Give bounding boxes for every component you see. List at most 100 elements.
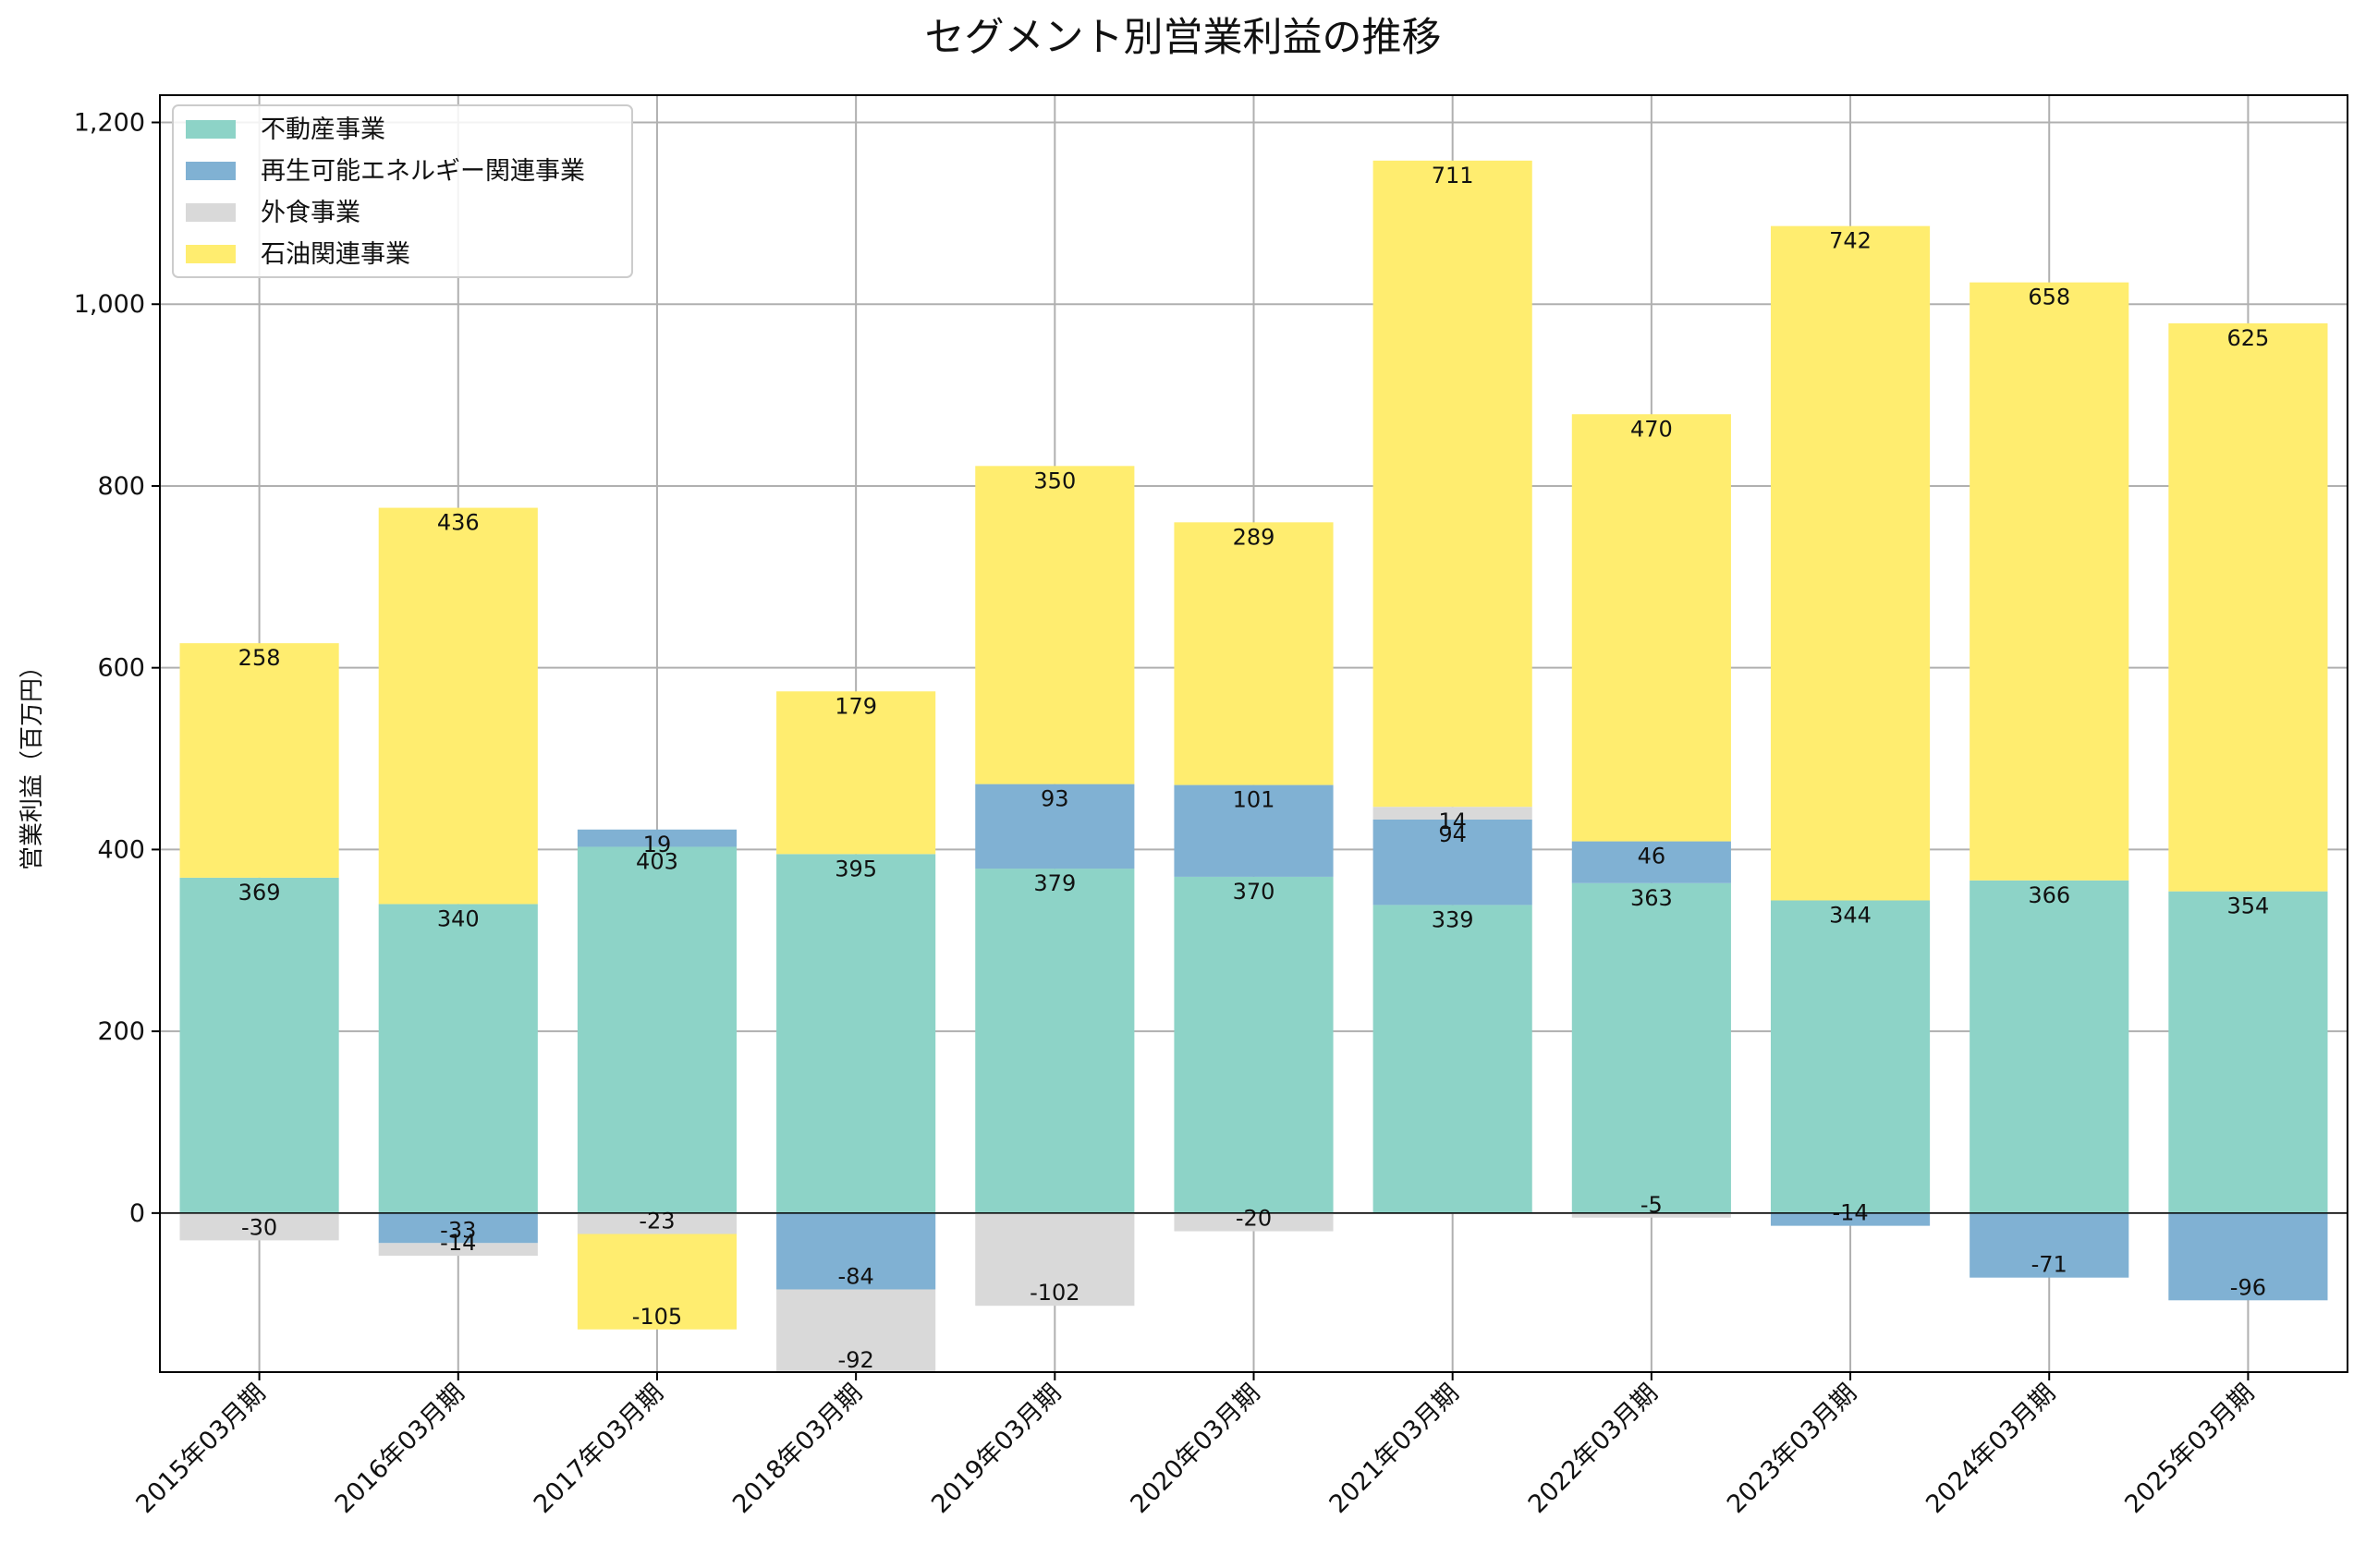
x-tick-label: 2017年03月期 — [529, 1379, 669, 1519]
data-label: 369 — [238, 880, 281, 906]
bar-segment — [1174, 876, 1334, 1213]
bar-segment — [776, 1289, 936, 1373]
bar-segment — [1372, 807, 1532, 820]
data-label: 470 — [1630, 416, 1673, 442]
bar-segment — [1571, 1212, 1731, 1218]
data-label: -33 — [440, 1217, 476, 1243]
data-label: 94 — [1438, 821, 1467, 847]
data-label: 46 — [1638, 844, 1666, 869]
bar-segment — [378, 1243, 538, 1257]
x-tick-label: 2025年03月期 — [2119, 1379, 2260, 1519]
data-label: -14 — [440, 1230, 476, 1256]
bar-segment — [975, 784, 1135, 869]
data-label: -84 — [838, 1263, 874, 1289]
bar-segment — [1174, 1212, 1334, 1232]
bar-segment — [179, 877, 339, 1213]
data-label: 366 — [2028, 882, 2070, 908]
data-label: 179 — [835, 693, 877, 719]
bar-segment — [1571, 882, 1731, 1213]
bar-segment — [975, 869, 1135, 1213]
bar-segment — [776, 1212, 936, 1290]
data-label: -71 — [2031, 1252, 2067, 1278]
data-label: 370 — [1233, 879, 1275, 905]
y-axis-label: 営業利益（百万円） — [18, 654, 46, 870]
data-label: 101 — [1233, 787, 1275, 813]
data-label: 403 — [636, 848, 678, 874]
x-tick-label: 2015年03月期 — [130, 1379, 271, 1519]
legend-item-label: 不動産事業 — [261, 115, 385, 144]
bar-segment — [776, 691, 936, 855]
data-label: 363 — [1630, 885, 1673, 911]
data-label: -96 — [2230, 1274, 2266, 1300]
x-tick-label: 2020年03月期 — [1125, 1379, 1265, 1519]
data-label: 658 — [2028, 285, 2070, 310]
data-label: 395 — [835, 856, 877, 881]
data-label: -105 — [632, 1304, 682, 1330]
bar-segment — [975, 466, 1135, 784]
data-label: 350 — [1033, 468, 1076, 493]
data-label: -5 — [1640, 1192, 1663, 1218]
data-label: 742 — [1829, 228, 1872, 254]
legend-item-label: 外食事業 — [261, 199, 360, 227]
y-tick-label: 1,000 — [74, 290, 145, 319]
x-tick-label: 2023年03月期 — [1722, 1379, 1862, 1519]
bar-segment — [2168, 891, 2328, 1213]
data-label: 339 — [1432, 906, 1474, 932]
data-label: 344 — [1829, 902, 1872, 928]
data-label: 14 — [1438, 808, 1467, 834]
bar-segment — [1770, 900, 1931, 1213]
bar-segment — [1970, 880, 2129, 1213]
bar-segment — [1970, 1212, 2129, 1278]
data-label: -102 — [1030, 1280, 1079, 1306]
legend-swatch — [186, 245, 236, 263]
bar-segment — [577, 1212, 738, 1234]
bar-segment — [1770, 225, 1931, 901]
data-label: 711 — [1432, 163, 1474, 188]
data-label: -92 — [838, 1347, 874, 1373]
data-label: 258 — [238, 645, 281, 671]
y-tick-label: 800 — [97, 472, 145, 501]
x-tick-label: 2024年03月期 — [1921, 1379, 2061, 1519]
legend-swatch — [186, 203, 236, 222]
bar-segment — [776, 854, 936, 1213]
legend-box — [172, 104, 633, 278]
bar-segment — [577, 1234, 738, 1330]
bar-segment — [1571, 414, 1731, 842]
y-tick-label: 200 — [97, 1017, 145, 1046]
bar-segment — [1571, 841, 1731, 883]
y-tick-label: 1,200 — [74, 109, 145, 138]
data-label: 436 — [437, 510, 480, 536]
bar-segment — [1770, 1212, 1931, 1226]
x-tick-label: 2022年03月期 — [1523, 1379, 1664, 1519]
data-label: 354 — [2227, 893, 2270, 919]
legend-item-label: 石油関連事業 — [261, 240, 410, 269]
bar-segment — [1372, 905, 1532, 1213]
y-tick-label: 400 — [97, 835, 145, 864]
bar-segment — [2168, 1212, 2328, 1301]
bar-segment — [179, 643, 339, 878]
data-label: -23 — [639, 1208, 675, 1234]
data-label: 19 — [643, 832, 672, 857]
bar-segment — [1372, 819, 1532, 906]
bar-segment — [577, 846, 738, 1213]
x-tick-label: 2016年03月期 — [330, 1379, 470, 1519]
data-label: 625 — [2227, 325, 2270, 351]
bar-segment — [378, 904, 538, 1213]
legend-swatch — [186, 162, 236, 180]
bar-segment — [2168, 322, 2328, 892]
bar-segment — [378, 1212, 538, 1244]
x-tick-label: 2018年03月期 — [727, 1379, 868, 1519]
bar-segment — [1372, 160, 1532, 808]
bar-segment — [577, 829, 738, 847]
x-tick-label: 2019年03月期 — [926, 1379, 1067, 1519]
chart-title: セグメント別営業利益の推移 — [925, 15, 1442, 61]
bar-layer — [179, 160, 2328, 1373]
bar-segment — [378, 507, 538, 905]
data-label: -20 — [1236, 1206, 1272, 1232]
x-tick-label: 2021年03月期 — [1324, 1379, 1465, 1519]
data-label: 93 — [1041, 786, 1069, 812]
data-label: 340 — [437, 906, 480, 931]
